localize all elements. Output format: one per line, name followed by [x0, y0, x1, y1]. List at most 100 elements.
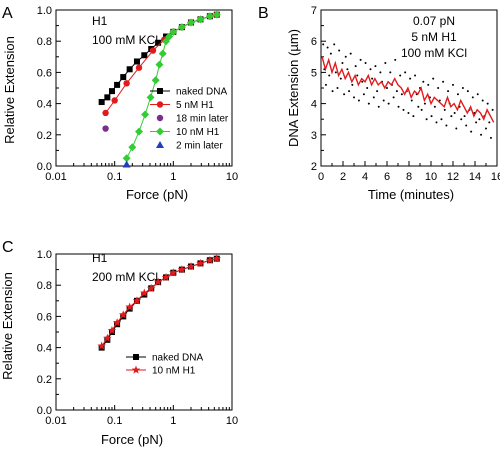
panel-b-series-raw-point	[404, 71, 407, 74]
panel-c-x-tick-label: 10	[226, 415, 238, 427]
panel-c-label: C	[2, 239, 14, 256]
panel-c-series-10-nm-h1-point	[153, 277, 163, 286]
panel-a-series-naked-dna-point	[155, 39, 162, 46]
panel-c-y-axis-label: Relative Extension	[0, 272, 15, 380]
panel-c-series-10-nm-h1-point	[177, 265, 187, 274]
panel-c-series-10-nm-h1-point	[140, 288, 149, 297]
panel-a-legend-marker	[156, 141, 164, 148]
panel-b-series-raw-point	[338, 49, 341, 52]
panel-c-legend-label: naked DNA	[152, 353, 203, 364]
panel-a-x-tick-label: 0.1	[107, 171, 122, 183]
panel-c-y-tick-label: 0.6	[37, 311, 52, 323]
panel-c-series-10-nm-h1-point	[146, 283, 156, 292]
panel-b-series-raw-point	[409, 77, 412, 80]
panel-b-series-raw-point	[387, 102, 390, 105]
panel-b-annotation-2: 5 nM H1	[411, 30, 457, 44]
panel-b-plot-frame	[320, 9, 498, 167]
panel-b-series-raw-point	[382, 99, 385, 102]
panel-c-y-tick-label: 1.0	[37, 249, 52, 261]
panel-c-series-10-nm-h1	[97, 254, 222, 350]
panel-b-series-raw-point	[348, 90, 351, 93]
panel-b-series-raw-point	[414, 74, 417, 77]
panel-a-series-10-nm-h1-point	[212, 10, 221, 19]
panel-a-series-10-nm-h1-point	[151, 76, 160, 85]
panel-b-series-raw-point	[486, 102, 489, 105]
panel-b-x-tick-label: 6	[384, 171, 390, 183]
panel-b-series-raw-point	[356, 74, 359, 77]
panel-c-x-axis-label: Force (pN)	[101, 432, 163, 447]
panel-b-series-raw-point	[346, 68, 349, 71]
panel-a-series-10-nm-h1-point	[141, 110, 150, 119]
panel-b-series-raw-point	[339, 77, 342, 80]
panel-b-series-raw-point	[328, 74, 331, 77]
panel-b-series-raw-point	[359, 58, 362, 61]
panel-a-series-10-nm-h1-point	[177, 23, 186, 32]
panel-b-series-raw-point	[372, 96, 375, 99]
panel-a-series-5-nm-h1-point	[123, 80, 130, 87]
panel-a-y-tick-label: 0.8	[37, 36, 52, 48]
panel-b-annotation-1: 0.07 pN	[413, 14, 455, 28]
panel-a-series-10-nm-h1-point	[155, 60, 164, 69]
panel-c-series-10-nm-h1-point	[125, 302, 134, 311]
panel-b-series-raw-point	[427, 83, 430, 86]
panel-a-y-tick-label: 1.0	[37, 5, 52, 17]
panel-a-y-tick-label: 0.6	[37, 67, 52, 79]
panel-b-series-raw-point	[443, 108, 446, 111]
panel-b-series-raw-point	[470, 130, 473, 133]
panel-b-x-tick-label: 2	[340, 171, 346, 183]
panel-b-x-tick-label: 8	[406, 171, 412, 183]
panel-a-series-10-nm-h1	[122, 10, 221, 163]
panel-b-series-raw-point	[334, 71, 337, 74]
panel-b-series-raw-point	[366, 87, 369, 89]
panel-b-x-tick-label: 0	[318, 171, 324, 183]
panel-b-x-tick-label: 12	[447, 171, 459, 183]
panel-b-series-raw-point	[353, 96, 355, 99]
panel-a-series-naked-dna-point	[141, 52, 148, 59]
panel-b-series-raw-point	[423, 102, 426, 105]
panel-b-series-raw-point	[417, 105, 420, 108]
panel-b-series-raw-point	[471, 96, 474, 99]
panel-a-legend-marker	[156, 127, 164, 136]
panel-a-y-tick-label: 0.2	[37, 130, 52, 142]
panel-b-series-raw-point	[489, 136, 492, 139]
panel-c-series-10-nm-h1-point	[103, 333, 112, 342]
panel-a-y-axis-label: Relative Extension	[2, 36, 17, 144]
panel-b-series-raw-point	[336, 87, 339, 89]
panel-a-series-naked-dna-point	[98, 99, 105, 106]
panel-b-series-raw-point	[460, 118, 463, 121]
panel-b-series-raw-point	[463, 115, 466, 118]
panel-b-series-raw-point	[333, 43, 336, 46]
panel-a-legend-label: 2 min later	[176, 141, 223, 152]
panel-a-y-tick-label: 0.0	[37, 161, 52, 173]
panel-a-series-10-nm-h1-point	[186, 18, 195, 27]
panel-a-x-tick-label: 1	[170, 171, 176, 183]
panel-b-series-raw-point	[389, 71, 392, 74]
panel-a-series-10-nm-h1-point	[122, 154, 131, 163]
panel-b-series-raw-point	[354, 65, 357, 68]
panel-b-series-raw-point	[445, 124, 448, 127]
panel-b-series-smoothed	[321, 56, 495, 123]
panel-b-x-tick-label: 4	[362, 171, 368, 183]
panel-b-series-raw-point	[485, 127, 487, 130]
panel-b-series-raw-point	[379, 71, 382, 74]
panel-b-series-raw-point	[491, 108, 494, 111]
panel-a-series-10-nm-h1-point	[169, 27, 178, 36]
panel-b-label: B	[258, 5, 269, 22]
panel-b-series-raw-point	[369, 68, 372, 71]
panel-a-series-naked-dna-point	[114, 81, 121, 88]
panel-b-series-raw-point	[399, 74, 402, 77]
panel-b-series-raw-point	[465, 124, 468, 127]
panel-a-series-10-nm-h1-point	[128, 143, 137, 152]
panel-a-x-axis-label: Force (pN)	[126, 187, 188, 202]
panel-b-series-raw-point	[447, 90, 450, 93]
panel-c-x-tick-label: 0.01	[45, 415, 66, 427]
panel-b-annotation-3: 100 mM KCl	[401, 46, 467, 60]
panel-c-legend-marker	[131, 365, 141, 374]
panel-a-series-5-nm-h1-point	[135, 64, 143, 71]
panel-b-series-raw-point	[344, 55, 347, 58]
panel-b-series-raw-point	[394, 58, 397, 61]
panel-b-series-raw-point	[392, 96, 395, 99]
panel-c-legend-label: 10 nM H1	[152, 366, 196, 377]
panel-b-series-raw-point	[377, 105, 380, 108]
